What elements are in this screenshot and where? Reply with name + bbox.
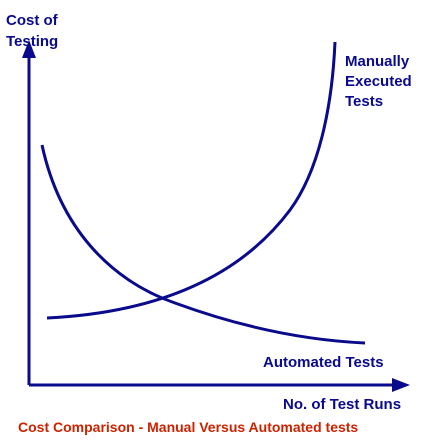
diagram-caption: Cost Comparison - Manual Versus Automate… bbox=[18, 419, 358, 435]
y-axis-label-line1: Cost of bbox=[6, 12, 59, 29]
y-axis-label-line2: Testing bbox=[6, 33, 58, 50]
x-axis-label: No. of Test Runs bbox=[283, 396, 401, 413]
y-axis-arrowhead bbox=[22, 40, 36, 58]
x-axis-arrowhead bbox=[392, 378, 410, 392]
manual-tests-label-line2: Executed bbox=[345, 73, 412, 90]
manual-tests-curve bbox=[46, 41, 337, 320]
manual-tests-label-line3: Tests bbox=[345, 93, 383, 110]
manual-tests-label-line1: Manually bbox=[345, 53, 410, 70]
automated-tests-label: Automated Tests bbox=[263, 354, 384, 371]
automated-tests-curve bbox=[40, 144, 366, 345]
